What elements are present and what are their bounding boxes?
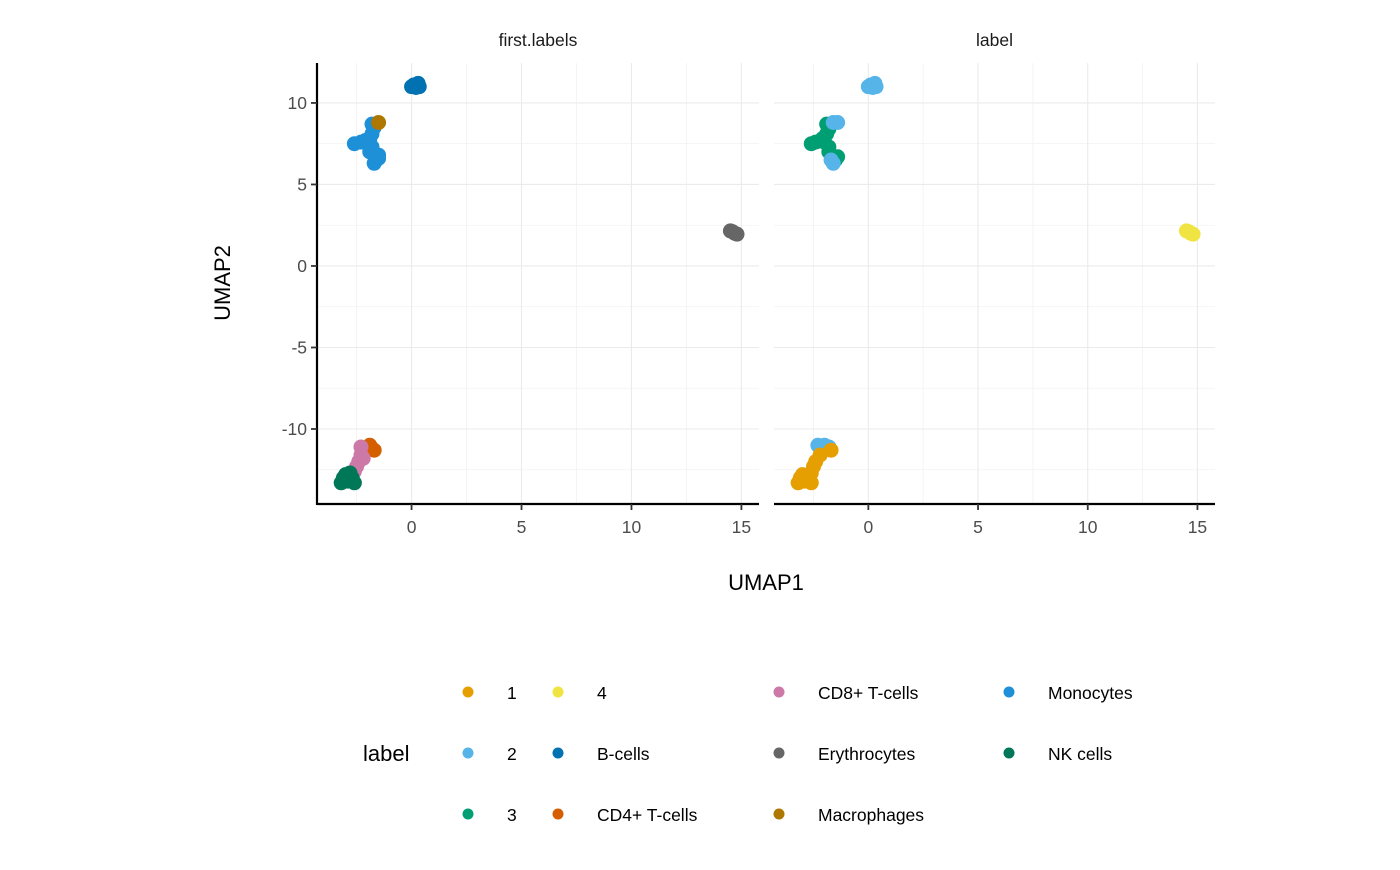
- legend-item-2: 2: [462, 744, 517, 764]
- facet-strip-label: label: [976, 30, 1013, 50]
- y-tick-label: -5: [291, 337, 307, 357]
- legend-item-1: 1: [462, 683, 517, 703]
- x-tick-label: 0: [863, 517, 873, 537]
- legend-title: label: [363, 741, 409, 766]
- point-monocytes: [360, 134, 376, 150]
- point-macrophages: [371, 115, 387, 131]
- point-erythrocytes: [729, 226, 745, 242]
- legend-label: CD4+ T-cells: [597, 805, 698, 825]
- x-tick-label: 0: [407, 517, 417, 537]
- legend-key-dot: [1003, 747, 1015, 759]
- points-layer: [333, 75, 745, 491]
- legend-key-dot: [552, 686, 564, 698]
- legend-label: 1: [507, 683, 517, 703]
- legend-item-nk-cells: NK cells: [1003, 744, 1112, 764]
- legend-item-erythrocytes: Erythrocytes: [773, 744, 915, 764]
- legend-key-dot: [1003, 686, 1015, 698]
- y-tick-label: 5: [297, 174, 307, 194]
- legend-label: Erythrocytes: [818, 744, 915, 764]
- legend-label: Macrophages: [818, 805, 924, 825]
- facet-strip-label: first.labels: [499, 30, 578, 50]
- legend-item-monocytes: Monocytes: [1003, 683, 1133, 703]
- points-layer: [790, 75, 1201, 491]
- point-3: [803, 136, 819, 152]
- y-tick-label: -10: [282, 419, 308, 439]
- x-tick-label: 15: [732, 517, 751, 537]
- x-tick-label: 10: [1078, 517, 1098, 537]
- point-monocytes: [371, 147, 387, 163]
- x-axis-title: UMAP1: [728, 570, 804, 595]
- legend-item-macrophages: Macrophages: [773, 805, 924, 825]
- y-tick-label: 10: [288, 93, 308, 113]
- legend-item-b-cells: B-cells: [552, 744, 650, 764]
- legend-label: NK cells: [1048, 744, 1112, 764]
- point-2: [830, 115, 846, 131]
- legend-item-3: 3: [462, 805, 517, 825]
- point-b-cells: [411, 79, 427, 95]
- panel-first-labels: first.labels 0 5 10 15 -10 -5 0 5 10: [282, 30, 759, 537]
- legend-item-cd8-t-cells: CD8+ T-cells: [773, 683, 919, 703]
- point-2: [825, 155, 841, 171]
- legend-label: 2: [507, 744, 517, 764]
- legend-key-dot: [462, 686, 474, 698]
- legend-item-4: 4: [552, 683, 607, 703]
- panel-label: label 0 5 10 15: [774, 30, 1215, 537]
- legend-label: B-cells: [597, 744, 650, 764]
- point-cd8-t-cells: [353, 447, 369, 463]
- x-tick-label: 10: [622, 517, 642, 537]
- legend-label: CD8+ T-cells: [818, 683, 919, 703]
- legend-key-dot: [773, 808, 785, 820]
- legend-label: 3: [507, 805, 517, 825]
- legend-key-dot: [552, 808, 564, 820]
- legend-key-dot: [462, 808, 474, 820]
- legend-key-dot: [773, 686, 785, 698]
- legend-item-cd4-t-cells: CD4+ T-cells: [552, 805, 698, 825]
- y-axis-title: UMAP2: [210, 245, 235, 321]
- point-2: [868, 79, 884, 95]
- point-1: [795, 467, 811, 483]
- x-tick-label: 5: [517, 517, 527, 537]
- legend: label 1 2 3 4 B-cells CD4+ T-cells CD8+ T-cell…: [363, 683, 1133, 825]
- legend-key-dot: [773, 747, 785, 759]
- legend-label: Monocytes: [1048, 683, 1133, 703]
- legend-key-dot: [462, 747, 474, 759]
- x-tick-label: 15: [1188, 517, 1207, 537]
- point-4: [1185, 226, 1201, 242]
- legend-key-dot: [552, 747, 564, 759]
- x-tick-label: 5: [973, 517, 983, 537]
- y-tick-label: 0: [297, 256, 307, 276]
- legend-label: 4: [597, 683, 607, 703]
- point-nk-cells: [342, 465, 358, 481]
